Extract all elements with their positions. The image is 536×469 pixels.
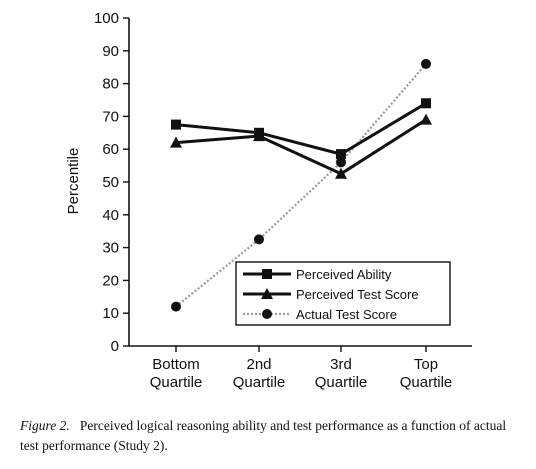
data-point (336, 149, 346, 160)
legend-marker (262, 269, 272, 279)
data-point (421, 98, 431, 109)
y-tick-label: 100 (94, 10, 119, 27)
y-tick-label: 30 (102, 240, 119, 257)
series-perceived-ability (171, 98, 431, 160)
series-actual-test-score (171, 58, 431, 312)
series-perceived-test-score (170, 113, 432, 179)
y-tick-label: 60 (102, 141, 119, 158)
legend-marker (262, 309, 272, 319)
legend: Perceived Ability Perceived Test Score Act… (235, 261, 451, 326)
x-tick-label: 2nd (246, 356, 271, 373)
y-tick-label: 80 (102, 76, 119, 93)
data-point (420, 113, 432, 125)
y-axis-title: Percentile (65, 148, 82, 215)
legend-label: Actual Test Score (296, 307, 397, 322)
y-tick-label: 0 (111, 338, 119, 355)
legend-label: Perceived Test Score (296, 287, 419, 302)
caption-text: Perceived logical reasoning ability and … (20, 418, 507, 453)
x-tick-label: Quartile (233, 374, 286, 391)
x-tick-label: Quartile (400, 374, 453, 391)
series-layer (170, 58, 432, 312)
y-tick-label: 70 (102, 108, 119, 125)
data-point (336, 157, 346, 168)
x-axis-ticks: BottomQuartile2ndQuartile3rdQuartileTopQ… (150, 346, 453, 391)
x-tick-label: Quartile (150, 374, 203, 391)
caption-figure-label: Figure 2. (20, 418, 70, 433)
x-tick-label: Quartile (315, 374, 368, 391)
data-point (171, 119, 181, 130)
y-tick-label: 10 (102, 305, 119, 322)
figure-caption: Figure 2. Perceived logical reasoning ab… (20, 416, 520, 456)
y-axis-ticks: 0 10 20 30 40 50 60 70 80 90 100 (94, 10, 129, 355)
data-point (171, 301, 181, 312)
x-tick-label: Bottom (152, 356, 200, 373)
y-tick-label: 40 (102, 207, 119, 224)
data-point (253, 130, 265, 142)
legend-label: Perceived Ability (296, 267, 392, 282)
x-tick-label: 3rd (330, 356, 352, 373)
y-tick-label: 20 (102, 272, 119, 289)
data-point (254, 234, 264, 245)
data-point (170, 136, 182, 148)
data-point (421, 58, 431, 69)
legend-marker (261, 288, 273, 299)
x-tick-label: Top (414, 356, 438, 373)
y-tick-label: 90 (102, 43, 119, 60)
series-line (175, 101, 427, 156)
series-line (175, 63, 427, 308)
y-tick-label: 50 (102, 174, 119, 191)
series-line (175, 118, 427, 176)
data-point (335, 167, 347, 179)
